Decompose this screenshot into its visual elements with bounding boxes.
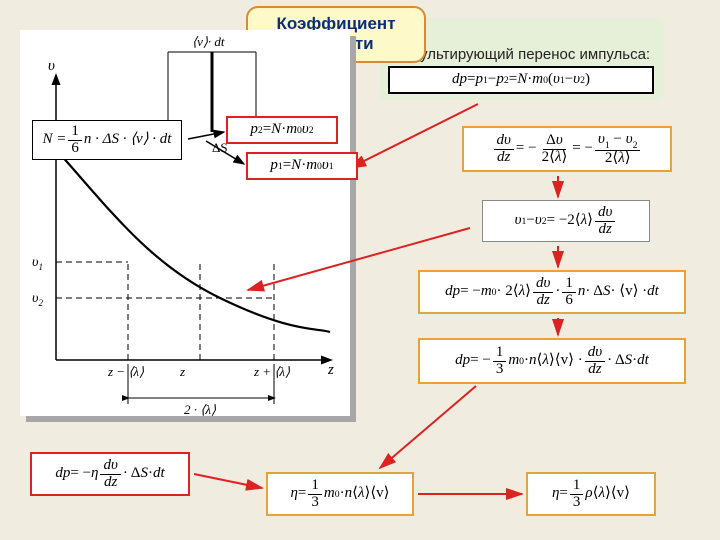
formula-dp_eta: dp = −η dυdz · ΔS · dt [30, 452, 190, 496]
formula-dp3: dp = −m0 · 2⟨λ⟩ dυdz · 16 n · ΔS · ⟨v⟩ ·… [418, 270, 686, 314]
svg-text:z: z [327, 362, 334, 378]
formula-dp_top: dp = p1 − p2 = N · m0 (υ1 − υ2) [388, 66, 654, 94]
formula-eta2: η = 13 ρ ⟨λ⟩⟨v⟩ [526, 472, 656, 516]
velocity-diagram: ⟨v⟩· dtΔSυυ1υ2z − ⟨λ⟩zz + ⟨λ⟩z2 · ⟨λ⟩ [20, 30, 350, 416]
formula-dp4: dp = − 13 m0 · n⟨λ⟩⟨v⟩ · dυdz · ΔS · dt [418, 338, 686, 384]
svg-text:z: z [179, 364, 185, 379]
formula-N: N = 16 n · ΔS · ⟨v⟩ · dt [32, 120, 182, 160]
svg-text:υ: υ [48, 58, 55, 74]
formula-diffv: υ1 − υ2 = −2⟨λ⟩ dυdz [482, 200, 650, 242]
formula-eta1: η = 13 m0 · n⟨λ⟩⟨v⟩ [266, 472, 414, 516]
formula-p2: p2 = N · m0υ2 [226, 116, 338, 144]
svg-text:z − ⟨λ⟩: z − ⟨λ⟩ [107, 364, 144, 379]
svg-text:z + ⟨λ⟩: z + ⟨λ⟩ [253, 364, 290, 379]
svg-text:υ1: υ1 [32, 255, 43, 272]
formula-p1: p1 = N · m0υ1 [246, 152, 358, 180]
svg-text:υ2: υ2 [32, 291, 43, 308]
diagram-svg: ⟨v⟩· dtΔSυυ1υ2z − ⟨λ⟩zz + ⟨λ⟩z2 · ⟨λ⟩ [20, 30, 350, 416]
svg-text:2 · ⟨λ⟩: 2 · ⟨λ⟩ [184, 402, 216, 416]
header-text: Результирующий перенос импульса: [396, 46, 650, 63]
formula-dvz: dυdz = − Δυ2⟨λ⟩ = − υ1 − υ22⟨λ⟩ [462, 126, 672, 172]
svg-text:⟨v⟩· dt: ⟨v⟩· dt [192, 34, 225, 49]
